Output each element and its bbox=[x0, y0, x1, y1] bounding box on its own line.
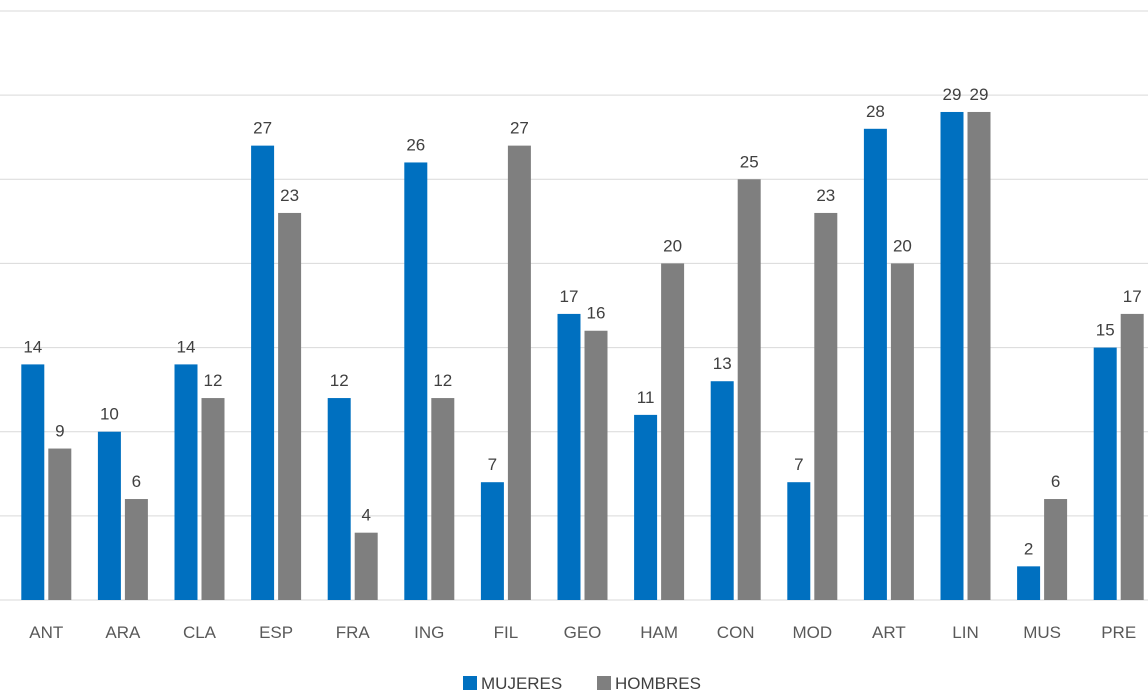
category-label-cla: CLA bbox=[183, 623, 217, 642]
category-label-ant: ANT bbox=[29, 623, 63, 642]
category-label-fil: FIL bbox=[494, 623, 519, 642]
bar-mujeres-ham bbox=[634, 414, 658, 600]
bar-hombres-con bbox=[737, 179, 761, 601]
legend: MUJERES HOMBRES bbox=[463, 674, 701, 693]
bar-mujeres-ant bbox=[21, 364, 45, 600]
bar-mujeres-con bbox=[710, 381, 734, 600]
category-labels: ANT ARA CLA ESP FRA ING FIL GEO HAM CON MOD ART LIN M… bbox=[29, 623, 1136, 642]
bar-hombres-ham bbox=[661, 263, 685, 600]
legend-label-hombres: HOMBRES bbox=[615, 674, 701, 693]
value-label-hombres-art: 20 bbox=[893, 236, 912, 255]
value-label-hombres-geo: 16 bbox=[587, 304, 606, 323]
value-label-mujeres-fil: 7 bbox=[488, 455, 497, 474]
value-labels: 1491061412272312426127271716112013257232… bbox=[23, 85, 1141, 558]
value-label-hombres-mus: 6 bbox=[1051, 472, 1060, 491]
category-label-esp: ESP bbox=[259, 623, 293, 642]
category-label-art: ART bbox=[872, 623, 906, 642]
bar-hombres-ant bbox=[48, 448, 72, 600]
value-label-mujeres-pre: 15 bbox=[1096, 321, 1115, 340]
bar-hombres-geo bbox=[584, 330, 608, 600]
value-label-hombres-pre: 17 bbox=[1123, 287, 1142, 306]
value-label-hombres-ing: 12 bbox=[433, 371, 452, 390]
bar-mujeres-fil bbox=[480, 482, 504, 600]
category-label-geo: GEO bbox=[564, 623, 602, 642]
value-label-mujeres-ing: 26 bbox=[406, 135, 425, 154]
category-label-fra: FRA bbox=[336, 623, 371, 642]
value-label-mujeres-cla: 14 bbox=[177, 337, 196, 356]
bar-mujeres-fra bbox=[327, 398, 351, 600]
category-label-lin: LIN bbox=[952, 623, 978, 642]
value-label-hombres-mod: 23 bbox=[816, 186, 835, 205]
legend-label-mujeres: MUJERES bbox=[481, 674, 562, 693]
category-label-pre: PRE bbox=[1101, 623, 1136, 642]
bar-hombres-art bbox=[890, 263, 914, 600]
category-label-ara: ARA bbox=[105, 623, 141, 642]
category-label-ham: HAM bbox=[640, 623, 678, 642]
bar-hombres-ara bbox=[124, 499, 148, 600]
category-label-mus: MUS bbox=[1023, 623, 1061, 642]
value-label-hombres-ara: 6 bbox=[132, 472, 141, 491]
value-label-mujeres-lin: 29 bbox=[943, 85, 962, 104]
value-label-mujeres-mus: 2 bbox=[1024, 539, 1033, 558]
value-label-mujeres-geo: 17 bbox=[560, 287, 579, 306]
value-label-mujeres-ara: 10 bbox=[100, 405, 119, 424]
bar-hombres-fil bbox=[507, 145, 531, 600]
category-label-mod: MOD bbox=[792, 623, 832, 642]
value-label-hombres-ham: 20 bbox=[663, 236, 682, 255]
value-label-hombres-ant: 9 bbox=[55, 422, 64, 441]
value-label-mujeres-mod: 7 bbox=[794, 455, 803, 474]
bar-hombres-pre bbox=[1120, 313, 1144, 600]
bar-mujeres-ara bbox=[97, 431, 121, 600]
bar-hombres-mod bbox=[814, 212, 838, 600]
value-label-hombres-cla: 12 bbox=[204, 371, 223, 390]
value-label-hombres-con: 25 bbox=[740, 152, 759, 171]
bar-hombres-fra bbox=[354, 532, 378, 600]
value-label-mujeres-con: 13 bbox=[713, 354, 732, 373]
bar-hombres-ing bbox=[431, 398, 455, 600]
value-label-hombres-fra: 4 bbox=[361, 506, 370, 525]
bars bbox=[21, 111, 1144, 601]
category-label-con: CON bbox=[717, 623, 755, 642]
value-label-hombres-lin: 29 bbox=[970, 85, 989, 104]
bar-hombres-esp bbox=[278, 212, 302, 600]
value-label-mujeres-art: 28 bbox=[866, 102, 885, 121]
value-label-mujeres-fra: 12 bbox=[330, 371, 349, 390]
legend-swatch-hombres bbox=[597, 676, 611, 690]
bar-mujeres-ing bbox=[404, 162, 428, 600]
bar-mujeres-mod bbox=[787, 482, 811, 600]
bar-hombres-mus bbox=[1044, 499, 1068, 600]
bar-hombres-lin bbox=[967, 111, 991, 600]
value-label-mujeres-ant: 14 bbox=[23, 337, 42, 356]
bar-mujeres-art bbox=[863, 128, 887, 601]
category-label-ing: ING bbox=[414, 623, 444, 642]
bar-mujeres-esp bbox=[251, 145, 275, 600]
bar-mujeres-geo bbox=[557, 313, 581, 600]
bar-mujeres-pre bbox=[1093, 347, 1117, 600]
value-label-hombres-fil: 27 bbox=[510, 119, 529, 138]
bar-mujeres-cla bbox=[174, 364, 198, 600]
value-label-mujeres-esp: 27 bbox=[253, 119, 272, 138]
bar-mujeres-mus bbox=[1017, 566, 1041, 600]
bar-hombres-cla bbox=[201, 398, 225, 600]
bar-mujeres-lin bbox=[940, 111, 964, 600]
value-label-hombres-esp: 23 bbox=[280, 186, 299, 205]
value-label-mujeres-ham: 11 bbox=[637, 388, 655, 407]
legend-swatch-mujeres bbox=[463, 676, 477, 690]
